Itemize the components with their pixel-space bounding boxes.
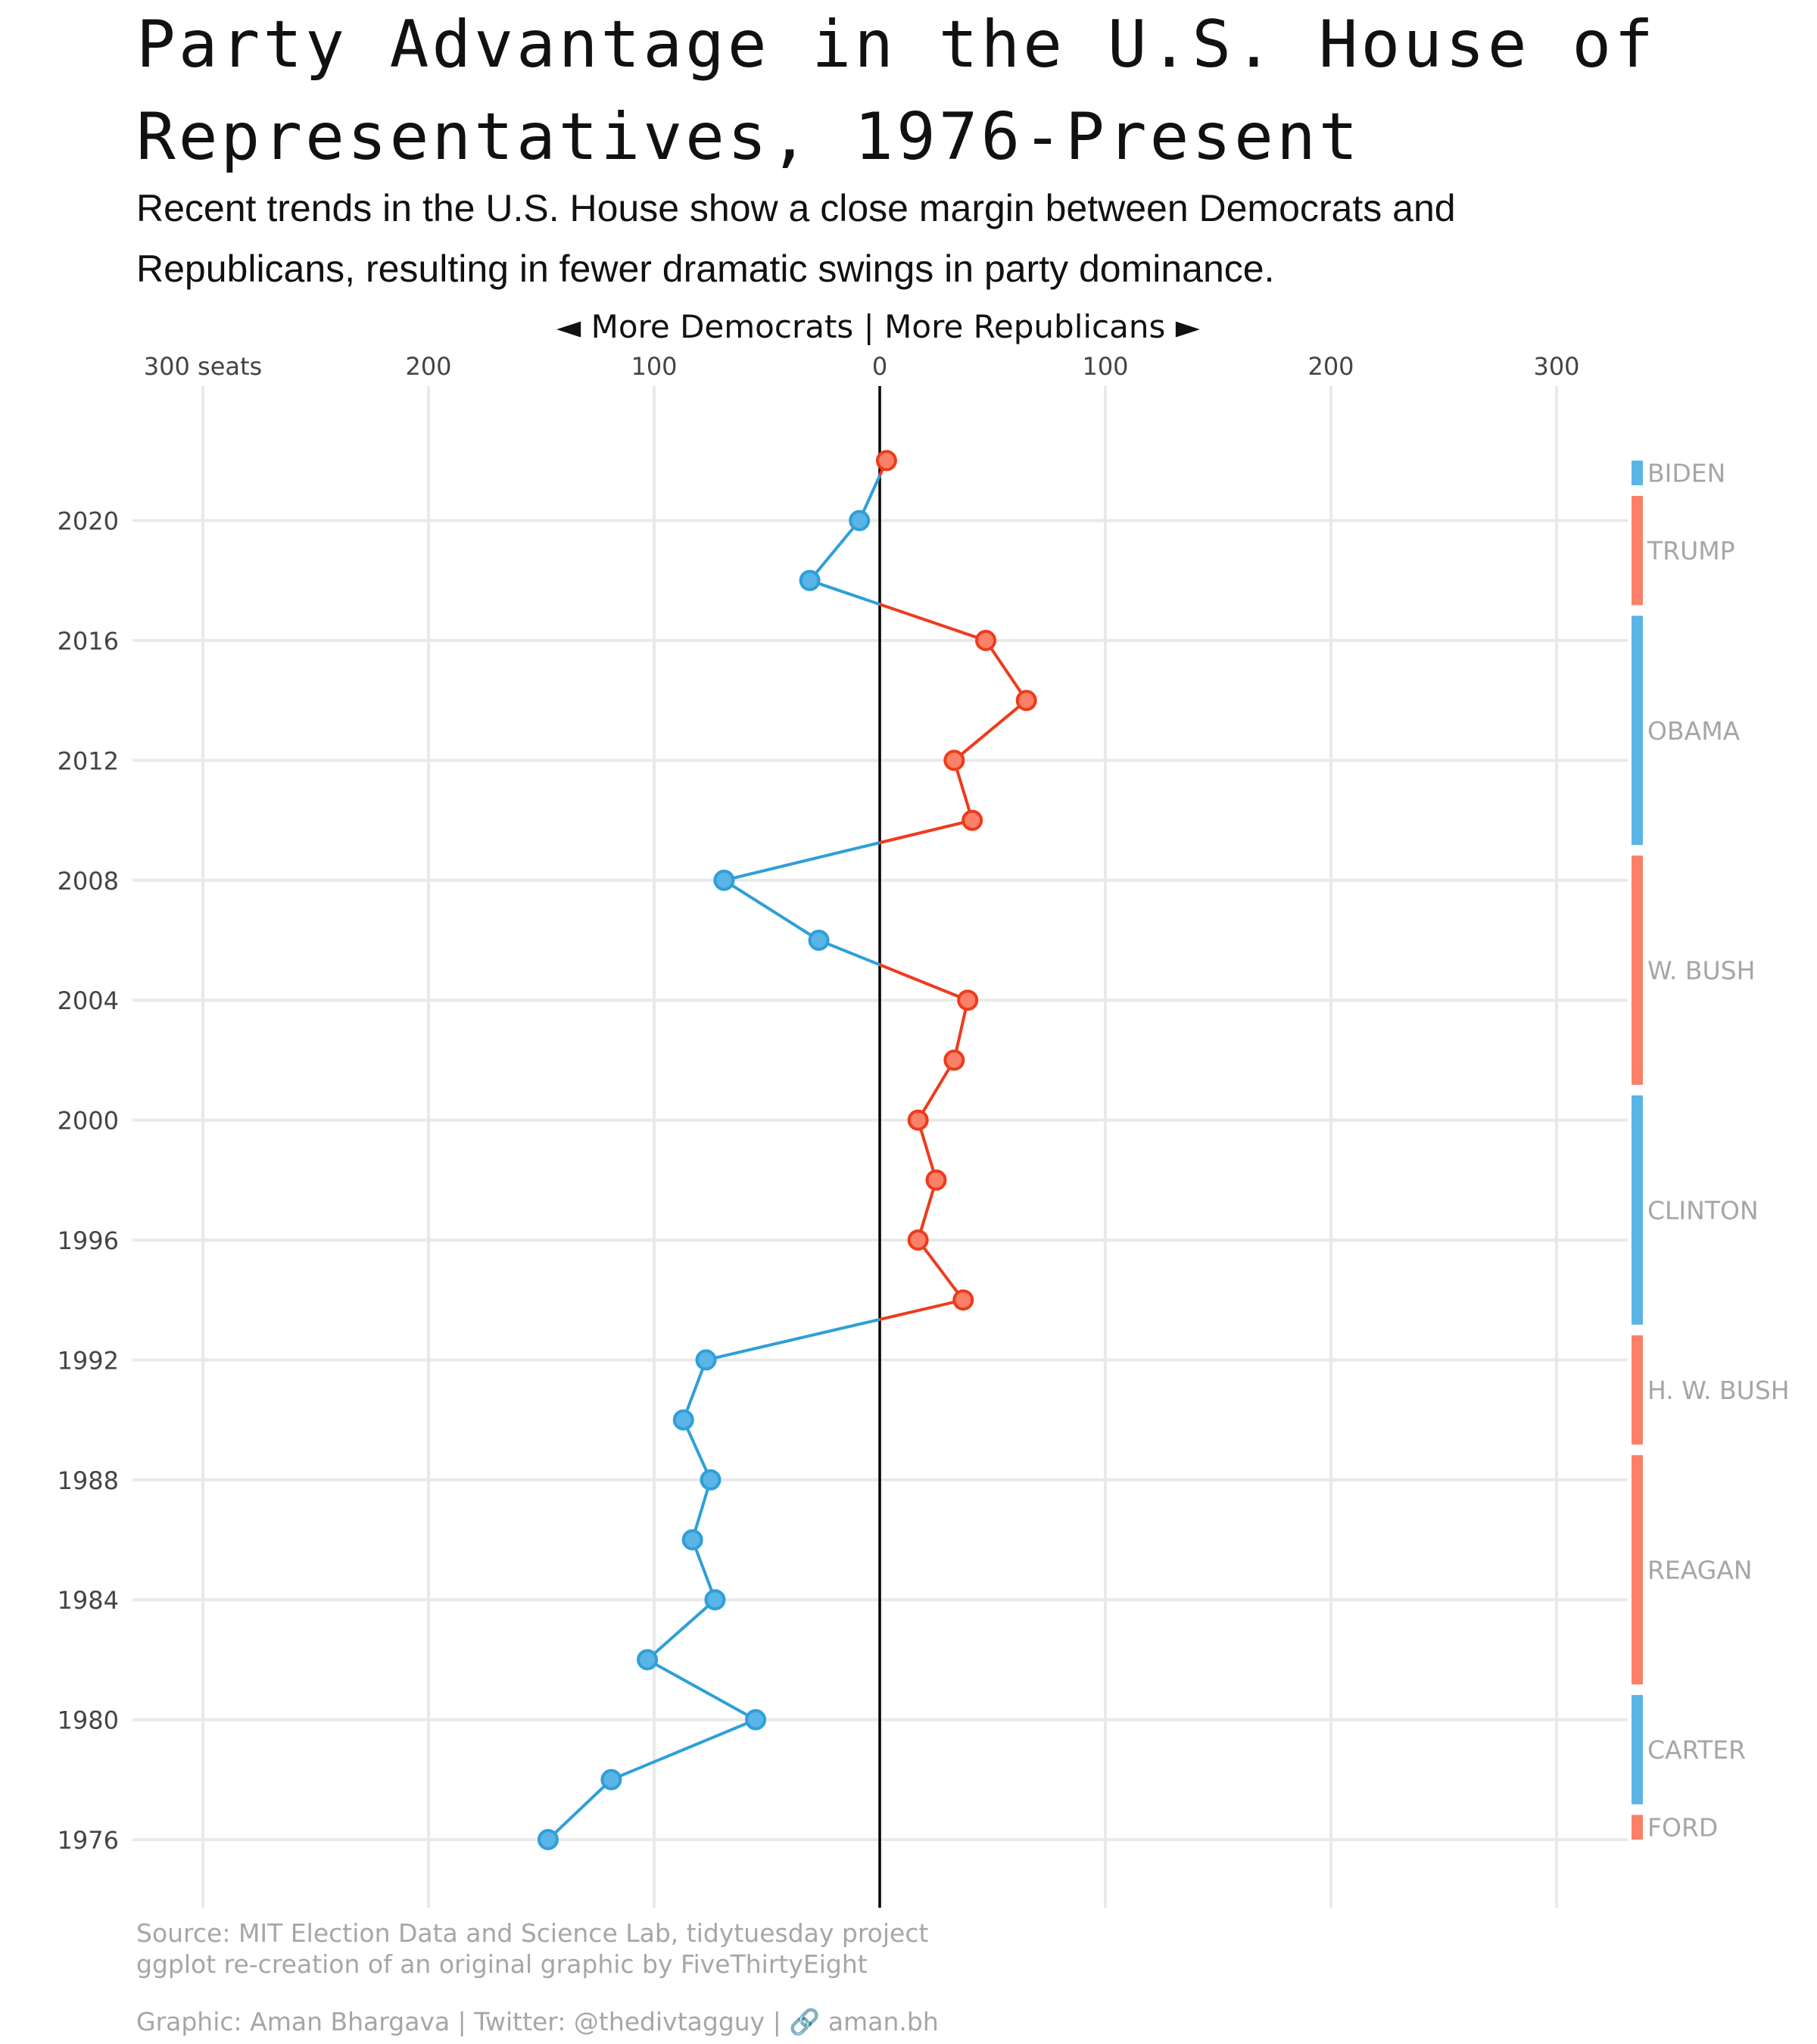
- data-point-2000: [907, 1109, 929, 1131]
- president-bar: [1632, 1815, 1643, 1840]
- line-segment: [916, 1059, 956, 1121]
- president-label: OBAMA: [1647, 716, 1741, 746]
- y-tick-label: 1996: [58, 1226, 119, 1255]
- data-point-1976: [537, 1829, 559, 1850]
- line-segment: [690, 1539, 717, 1600]
- y-tick-label: 1988: [58, 1466, 119, 1495]
- president-bar: [1632, 615, 1643, 846]
- data-point-2014: [1015, 690, 1037, 712]
- y-tick-labels: 1976 1980 1984 1988 1992 1996 2000 2004 2008 2012…: [58, 507, 119, 1855]
- line-segment: [809, 578, 880, 606]
- data-point-1992: [695, 1349, 717, 1371]
- direction-label: ◄ More Democrats | More Republicans ►: [556, 308, 1201, 345]
- y-tick-label: 2008: [58, 867, 119, 896]
- x-tick-label: 200: [1307, 352, 1354, 381]
- president-bar: [1632, 460, 1643, 485]
- president-bar: [1632, 496, 1643, 606]
- president-bar: [1632, 1695, 1643, 1805]
- data-point-2006: [808, 930, 830, 951]
- data-point-1990: [672, 1409, 694, 1431]
- president-bar: [1632, 1455, 1643, 1684]
- president-label: FORD: [1647, 1813, 1718, 1843]
- chart-subtitle-line1: Recent trends in the U.S. House show a c…: [136, 187, 1456, 229]
- y-tick-label: 2004: [58, 986, 119, 1015]
- president-label: REAGAN: [1647, 1556, 1753, 1585]
- line-segment: [681, 1359, 708, 1421]
- data-point-1984: [704, 1589, 726, 1611]
- caption-author: Graphic: Aman Bhargava | Twitter: @thedi…: [136, 2007, 939, 2037]
- data-point-1994: [952, 1289, 974, 1311]
- data-point-1986: [681, 1529, 703, 1550]
- line-segment: [681, 1419, 712, 1481]
- data-point-1982: [637, 1649, 659, 1671]
- data-point-1988: [700, 1469, 722, 1491]
- line-segment: [723, 879, 820, 942]
- x-tick-label: 200: [405, 352, 451, 381]
- line-segment: [547, 1778, 612, 1841]
- president-label: BIDEN: [1647, 459, 1725, 488]
- line-segment: [953, 699, 1027, 762]
- data-point-2010: [961, 809, 983, 831]
- data-point-2004: [957, 989, 979, 1011]
- line-segment: [647, 1658, 757, 1722]
- line-segment: [917, 1239, 965, 1301]
- caption-source: Source: MIT Election Data and Science La…: [136, 1918, 928, 1948]
- line-segment: [879, 1298, 964, 1321]
- x-tick-label: 300: [1533, 352, 1579, 381]
- line-segment: [706, 1317, 880, 1362]
- president-label: CLINTON: [1647, 1195, 1759, 1225]
- caption-credit: ggplot re-creation of an original graphi…: [136, 1949, 868, 1979]
- chart-title-line2: Representatives, 1976-Present: [136, 99, 1361, 175]
- line-segment: [723, 841, 880, 882]
- x-tick-labels: 300 seats 200 100 0 100 200 300: [144, 352, 1580, 381]
- y-tick-label: 2020: [58, 507, 119, 536]
- y-tick-label: 1980: [58, 1706, 119, 1735]
- x-tick-label: 300 seats: [144, 352, 262, 381]
- president-label: W. BUSH: [1647, 956, 1755, 986]
- president-label: H. W. BUSH: [1647, 1376, 1790, 1405]
- data-point-1978: [600, 1768, 622, 1790]
- president-bars: FORD CARTER REAGAN H. W. BUSH CLINTON W. BUSH…: [1632, 459, 1790, 1843]
- chart-subtitle-line2: Republicans, resulting in fewer dramatic…: [136, 248, 1275, 290]
- data-point-2002: [943, 1049, 965, 1071]
- line-segment: [809, 519, 861, 582]
- y-tick-label: 1984: [58, 1586, 119, 1615]
- x-tick-label: 0: [872, 352, 887, 381]
- y-tick-label: 2000: [58, 1107, 119, 1136]
- president-bar: [1632, 1335, 1643, 1445]
- line-segment: [610, 1718, 756, 1781]
- y-tick-label: 1976: [58, 1826, 119, 1855]
- data-point-2008: [713, 869, 735, 891]
- data-point-2012: [943, 749, 965, 771]
- y-tick-label: 1992: [58, 1346, 119, 1375]
- president-bar: [1632, 1095, 1643, 1325]
- data-point-2020: [849, 509, 871, 531]
- line-segment: [818, 939, 880, 967]
- advantage-points: [537, 450, 1037, 1850]
- president-label: TRUMP: [1647, 536, 1735, 566]
- line-segment: [879, 603, 986, 642]
- data-point-2016: [975, 630, 997, 651]
- president-bar: [1632, 855, 1643, 1085]
- data-point-2022: [875, 450, 897, 472]
- data-point-1998: [925, 1169, 947, 1191]
- line-segment: [879, 963, 968, 1002]
- y-tick-label: 2012: [58, 746, 119, 775]
- data-point-1996: [907, 1229, 929, 1251]
- x-tick-label: 100: [631, 352, 677, 381]
- data-point-2018: [799, 569, 821, 591]
- x-tick-label: 100: [1082, 352, 1128, 381]
- president-label: CARTER: [1647, 1735, 1746, 1765]
- data-point-1980: [745, 1709, 767, 1731]
- line-segment: [984, 639, 1028, 702]
- advantage-line: [547, 460, 1028, 1841]
- line-segment: [879, 818, 973, 845]
- y-tick-label: 2016: [58, 627, 119, 656]
- chart-title-line1: Party Advantage in the U.S. House of: [136, 7, 1656, 83]
- line-segment: [646, 1598, 716, 1661]
